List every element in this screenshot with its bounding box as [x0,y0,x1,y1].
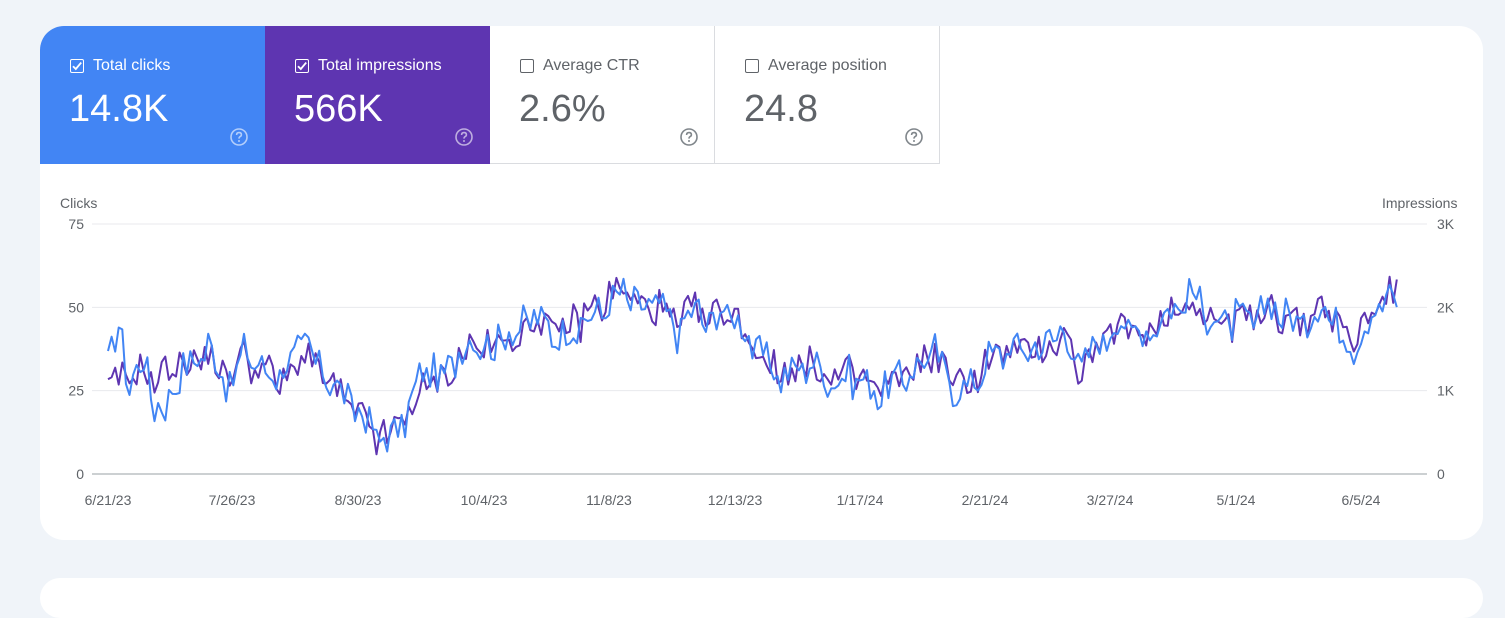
performance-chart[interactable]: 0 0 25 1K 50 2K 75 3K 6/21/23 7/26/23 8/30/23 10/4/… [0,0,1505,586]
y-right-tick-label: 2K [1437,299,1455,315]
impressions-series-line [107,275,1398,456]
metric-tabs: Total clicks 14.8K Total impressions 566… [40,26,940,164]
help-icon[interactable] [904,127,924,147]
y-right-tick-label: 3K [1437,216,1455,232]
metric-average-position[interactable]: Average position 24.8 [715,26,940,164]
x-tick-label: 6/5/24 [1342,492,1381,508]
x-tick-label: 8/30/23 [335,492,382,508]
metric-total-clicks-label-row: Total clicks [70,57,170,75]
metric-total-impressions-label-row: Total impressions [295,57,442,75]
y-left-tick-label: 25 [68,383,84,399]
performance-card: Total clicks 14.8K Total impressions 566… [40,26,1483,540]
y-right-tick-label: 0 [1437,466,1445,482]
average-ctr-label: Average CTR [543,57,640,74]
help-icon[interactable] [679,127,699,147]
right-axis-title: Impressions [1382,195,1458,211]
total-impressions-label: Total impressions [318,57,442,74]
average-position-value: 24.8 [744,88,818,130]
x-tick-label: 6/21/23 [85,492,132,508]
x-tick-label: 11/8/23 [586,492,632,508]
metric-average-ctr-label-row: Average CTR [520,57,640,75]
average-ctr-checkbox[interactable] [520,59,534,73]
metric-average-ctr[interactable]: Average CTR 2.6% [490,26,715,164]
total-impressions-value: 566K [294,88,383,130]
left-axis-title: Clicks [60,195,98,211]
help-icon[interactable] [454,127,474,147]
x-tick-label: 2/21/24 [962,492,1009,508]
clicks-series-line [107,277,1398,453]
total-clicks-value: 14.8K [69,88,169,130]
metric-total-impressions[interactable]: Total impressions 566K [265,26,490,164]
average-position-label: Average position [768,57,887,74]
metric-total-clicks[interactable]: Total clicks 14.8K [40,26,265,164]
y-right-tick-label: 1K [1437,383,1455,399]
x-tick-label: 3/27/24 [1087,492,1134,508]
y-left-tick-label: 0 [76,466,84,482]
help-icon[interactable] [229,127,249,147]
x-tick-label: 7/26/23 [209,492,256,508]
total-clicks-label: Total clicks [93,57,171,74]
total-impressions-checkbox[interactable] [295,59,309,73]
total-clicks-checkbox[interactable] [70,59,84,73]
average-ctr-value: 2.6% [519,88,606,130]
x-tick-label: 1/17/24 [837,492,884,508]
y-left-tick-label: 50 [68,299,84,315]
y-left-tick-label: 75 [68,216,84,232]
next-card [40,578,1483,618]
x-tick-label: 12/13/23 [708,492,763,508]
average-position-checkbox[interactable] [745,59,759,73]
metric-average-position-label-row: Average position [745,57,887,75]
x-tick-label: 10/4/23 [461,492,508,508]
x-tick-label: 5/1/24 [1217,492,1256,508]
